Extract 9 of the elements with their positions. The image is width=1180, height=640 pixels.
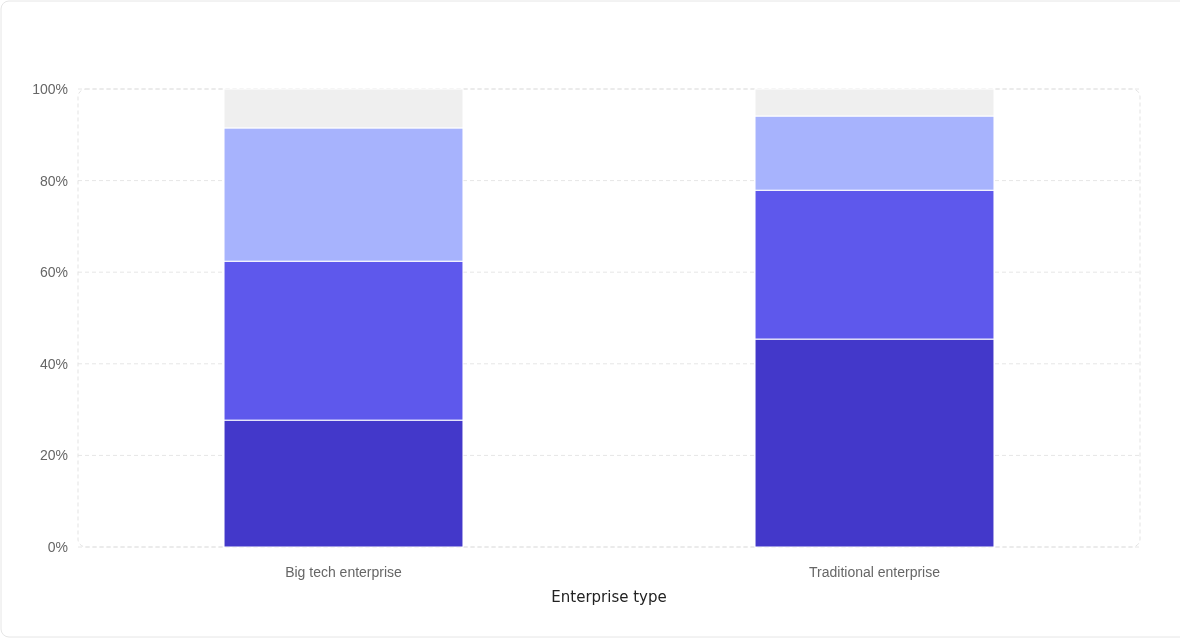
y-tick-label: 20%	[39, 447, 68, 464]
x-tick-label: Big tech enterprise	[285, 563, 403, 580]
y-tick-label: 100%	[32, 80, 68, 97]
y-tick-label: 60%	[39, 264, 68, 281]
x-axis-title: Enterprise type	[551, 588, 667, 606]
x-tick-label: Traditional enterprise	[809, 563, 941, 580]
y-tick-label: 80%	[39, 172, 68, 189]
y-tick-label: 0%	[47, 538, 68, 555]
y-tick-label: 40%	[39, 355, 68, 372]
